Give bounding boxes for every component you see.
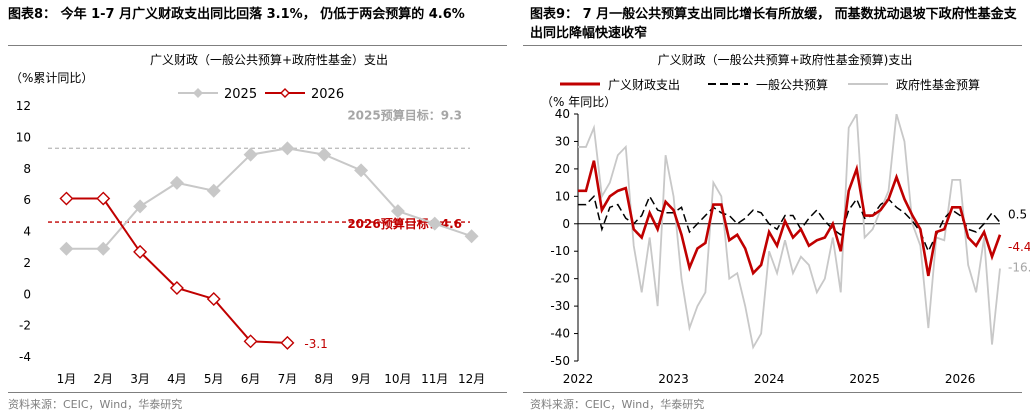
y-tick--40: -40 [550,327,570,341]
bottom-rule [8,392,507,393]
x-tick-2026: 2026 [945,372,976,386]
chart-yoy-fiscal-spending: 广义财政（一般公共预算+政府性基金预算)支出 （% 年同比） 广义财政支出 一般公共预… [541,52,1030,386]
x-tick-5: 5月 [204,372,224,386]
end-label-3: -16.3 [1008,261,1030,275]
reference-label-2025: 2025预算目标：9.3 [347,107,462,122]
data-point-2025-3 [133,199,148,214]
data-point-2025-9 [354,163,369,178]
data-point-2025-11 [427,216,442,231]
y-tick--30: -30 [550,299,570,313]
data-point-2025-6 [243,147,258,162]
chart-title: 广义财政（一般公共预算+政府性基金）支出 [150,52,388,67]
series-line-2025 [66,147,472,250]
series-line-2026 [66,197,288,344]
figure-9-title: 图表9： 7 月一般公共预算支出同比增长有所放缓， 而基数扰动退坡下政府性基金支… [530,7,1017,41]
chart-title: 广义财政（一般公共预算+政府性基金预算)支出 [658,52,913,67]
legend-marker-2025 [193,88,203,98]
data-point-2025-8 [317,147,332,162]
x-tick-2024: 2024 [754,372,785,386]
end-label-2: -4.4 [1008,240,1030,254]
legend-label-2026: 2026 [311,87,344,102]
y-tick--20: -20 [550,272,570,286]
figure-8-title: 图表8： 今年 1-7 月广义财政支出同比回落 3.1%， 仍低于两会预算的 4… [8,7,465,22]
series-line-2 [578,194,1001,254]
series-line-1 [578,160,1002,277]
x-tick-2025: 2025 [849,372,880,386]
data-point-2025-10 [390,204,405,219]
x-tick-6: 6月 [241,372,261,386]
bottom-rule [523,392,1022,393]
data-point-2025-5 [206,183,221,198]
x-tick-2: 2月 [93,372,113,386]
y-tick-10: 10 [555,189,570,203]
figure-9-panel: 图表9： 7 月一般公共预算支出同比增长有所放缓， 而基数扰动退坡下政府性基金支… [515,0,1030,416]
data-point-2025-1 [59,241,74,256]
y-tick-0: 0 [562,217,570,231]
data-point-2025-12 [464,229,479,244]
legend-label-2025: 2025 [224,87,257,102]
y-axis-label: （%累计同比） [10,71,93,85]
x-tick-9: 9月 [351,372,371,386]
figure-8-panel: 图表8： 今年 1-7 月广义财政支出同比回落 3.1%， 仍低于两会预算的 4… [8,7,507,411]
x-tick-2023: 2023 [658,372,689,386]
legend-label-1: 广义财政支出 [608,78,680,92]
figure-9-source: 资料来源：CEIC，Wind，华泰研究 [530,398,705,411]
reference-label-2026: 2026预算目标：4.6 [347,216,462,231]
x-tick-1: 1月 [57,372,77,386]
x-tick-3: 3月 [130,372,150,386]
data-point-2025-7 [280,141,295,156]
x-tick-8: 8月 [314,372,334,386]
x-tick-4: 4月 [167,372,187,386]
y-tick--4: -4 [19,350,31,364]
y-tick-0: 0 [23,287,31,301]
data-point-2026-5 [206,291,221,306]
x-tick-10: 10月 [384,372,411,386]
x-tick-7: 7月 [278,372,298,386]
y-tick-8: 8 [23,162,31,176]
y-tick-40: 40 [555,107,570,121]
x-tick-2022: 2022 [563,372,594,386]
legend-label-3: 政府性基金预算 [896,77,980,92]
x-tick-12: 12月 [458,372,485,386]
title-rule [523,45,1022,46]
y-tick-4: 4 [23,225,31,239]
chart-cumulative-fiscal-spending: 广义财政（一般公共预算+政府性基金）支出 （%累计同比） 2025 2026 -4 -2 0… [10,52,485,386]
y-tick-20: 20 [555,162,570,176]
figure-8-source: 资料来源：CEIC，Wind，华泰研究 [8,398,183,411]
x-tick-11: 11月 [421,372,448,386]
legend-label-2: 一般公共预算 [756,77,828,92]
data-point-2026-4 [169,280,184,295]
data-point-2026-2 [96,191,111,206]
y-tick-6: 6 [23,193,31,207]
data-point-2025-4 [169,175,184,190]
data-point-2026-7 [280,335,295,350]
legend-marker-2026 [280,88,290,98]
data-point-2025-2 [96,241,111,256]
data-point-2026-1 [59,191,74,206]
annotation-last-2026: -3.1 [304,337,327,351]
data-point-2026-6 [243,334,258,349]
y-axis-label: （% 年同比） [541,95,616,109]
y-tick-10: 10 [16,130,31,144]
end-label-1: 0.5 [1008,207,1027,221]
y-tick--10: -10 [550,244,570,258]
y-tick-2: 2 [23,256,31,270]
title-rule [8,45,507,46]
series-line-3 [578,114,1001,350]
y-tick-30: 30 [555,134,570,148]
y-tick--2: -2 [19,319,31,333]
y-tick-12: 12 [16,99,31,113]
data-point-2026-3 [133,244,148,259]
y-tick--50: -50 [550,354,570,368]
